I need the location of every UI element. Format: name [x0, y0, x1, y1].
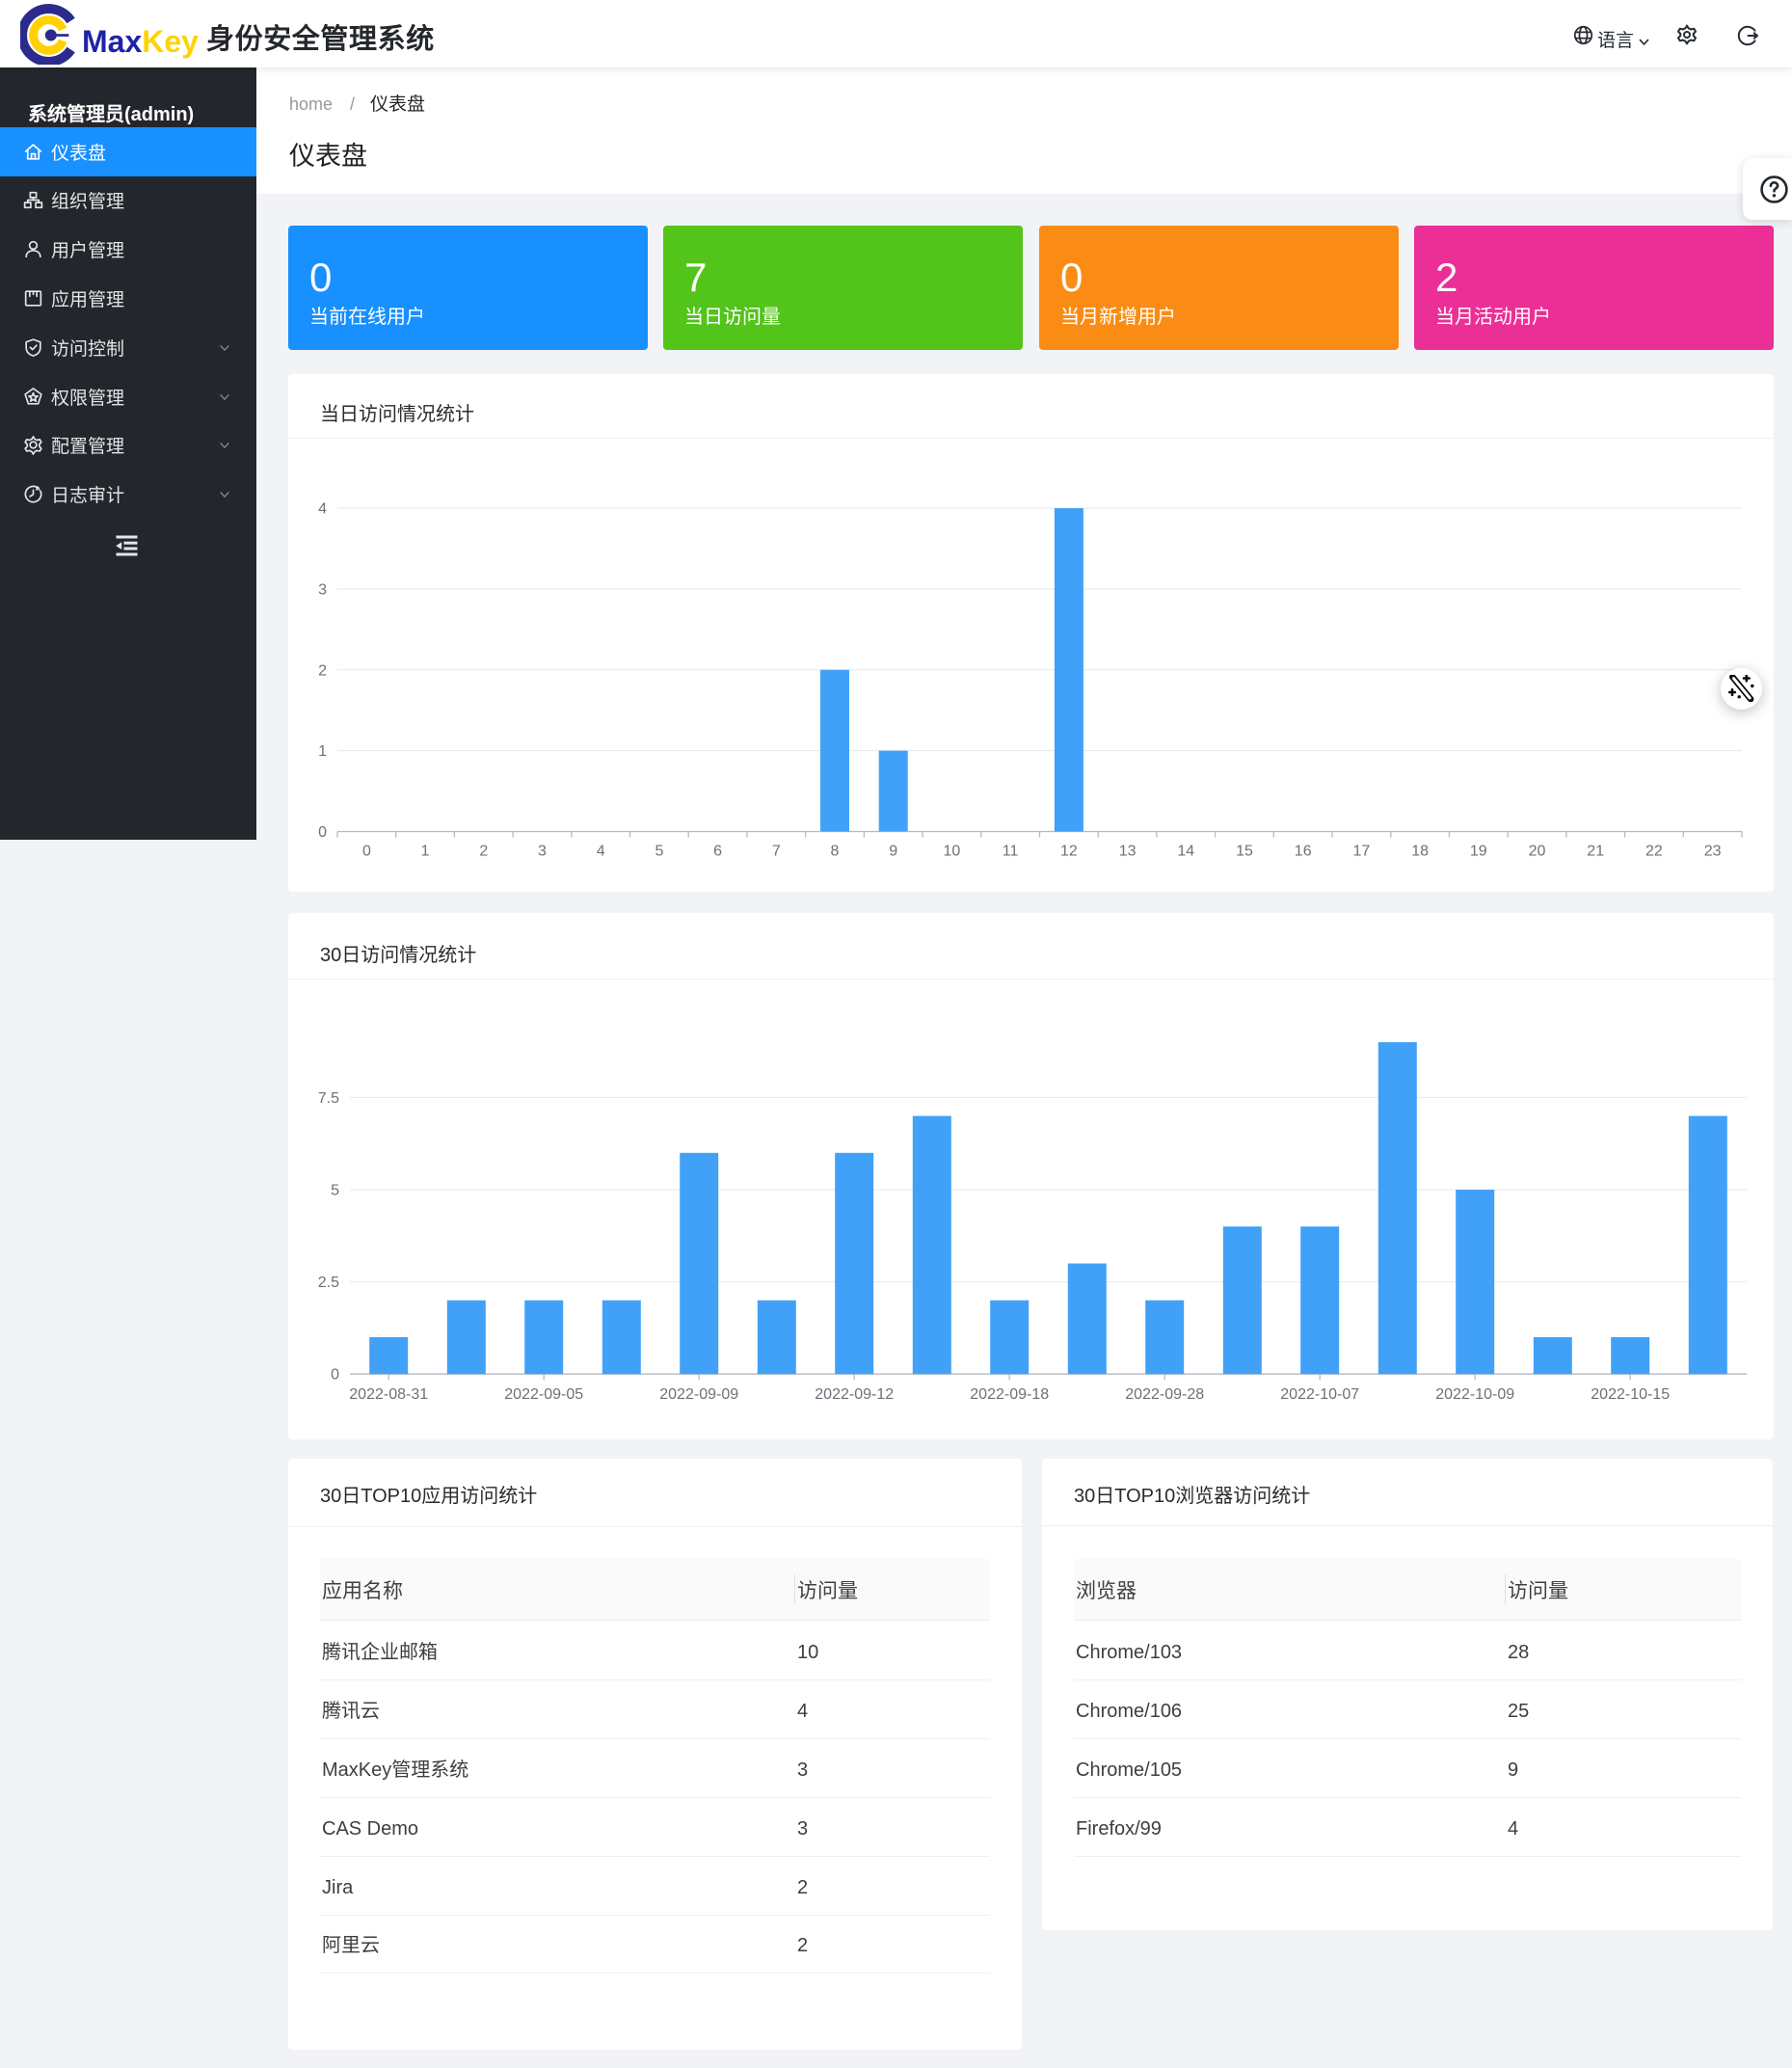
svg-text:10: 10	[944, 838, 961, 861]
svg-text:2022-09-09: 2022-09-09	[659, 1381, 738, 1404]
svg-text:2022-10-09: 2022-10-09	[1435, 1381, 1514, 1404]
svg-text:0: 0	[318, 819, 327, 842]
svg-text:2022-08-31: 2022-08-31	[349, 1381, 428, 1404]
svg-text:2: 2	[479, 838, 488, 861]
svg-text:19: 19	[1470, 838, 1487, 861]
svg-text:0: 0	[331, 1361, 339, 1384]
svg-text:2022-10-07: 2022-10-07	[1280, 1381, 1359, 1404]
svg-text:7.5: 7.5	[318, 1085, 339, 1108]
svg-text:2022-10-15: 2022-10-15	[1591, 1381, 1670, 1404]
svg-text:13: 13	[1119, 838, 1137, 861]
svg-text:5: 5	[331, 1177, 339, 1200]
svg-text:1: 1	[421, 838, 430, 861]
svg-text:6: 6	[713, 838, 722, 861]
svg-text:16: 16	[1295, 838, 1312, 861]
svg-text:1: 1	[318, 738, 327, 761]
svg-text:22: 22	[1645, 838, 1663, 861]
svg-text:15: 15	[1236, 838, 1253, 861]
svg-text:11: 11	[1003, 838, 1019, 861]
svg-text:2022-09-18: 2022-09-18	[970, 1381, 1049, 1404]
svg-text:3: 3	[318, 577, 327, 600]
svg-text:2022-09-28: 2022-09-28	[1125, 1381, 1204, 1404]
svg-text:12: 12	[1060, 838, 1078, 861]
svg-text:7: 7	[772, 838, 781, 861]
svg-text:4: 4	[597, 838, 605, 861]
svg-text:17: 17	[1353, 838, 1371, 861]
svg-text:5: 5	[655, 838, 663, 861]
svg-text:2: 2	[318, 657, 327, 680]
svg-text:18: 18	[1411, 838, 1429, 861]
svg-text:23: 23	[1704, 838, 1722, 861]
svg-text:20: 20	[1529, 838, 1546, 861]
svg-text:0: 0	[362, 838, 371, 861]
svg-text:14: 14	[1177, 838, 1194, 861]
svg-text:9: 9	[889, 838, 897, 861]
svg-text:2022-09-05: 2022-09-05	[504, 1381, 583, 1404]
svg-text:21: 21	[1587, 838, 1604, 861]
svg-text:2022-09-12: 2022-09-12	[815, 1381, 894, 1404]
svg-text:3: 3	[538, 838, 547, 861]
svg-text:4: 4	[318, 496, 327, 519]
svg-text:8: 8	[831, 838, 840, 861]
svg-text:2.5: 2.5	[318, 1269, 339, 1292]
